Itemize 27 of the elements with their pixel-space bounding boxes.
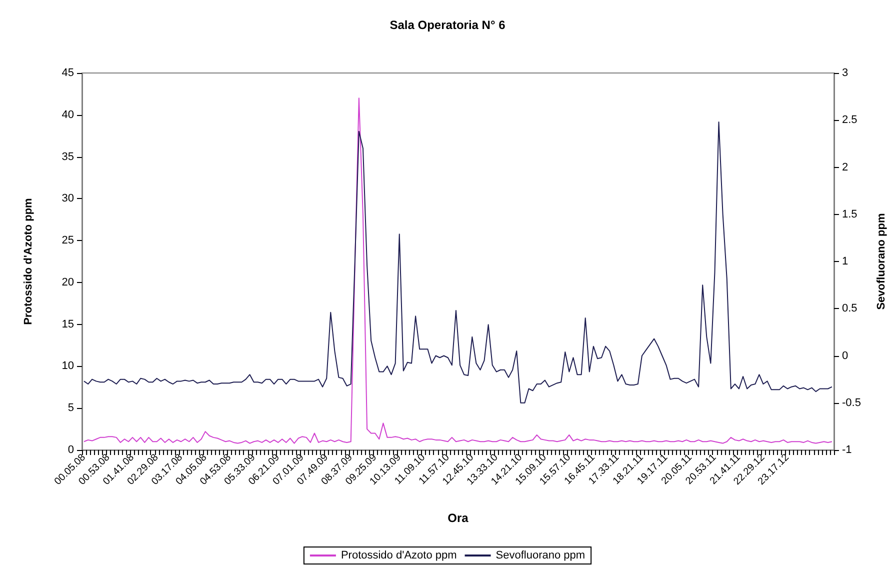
- legend-label: Protossido d'Azoto ppm: [340, 550, 457, 562]
- y-tick-label: 15: [62, 318, 74, 330]
- y-tick-label: 10: [62, 360, 74, 372]
- y2-tick-label: 2: [842, 161, 848, 174]
- y2-tick-label: 1.5: [842, 208, 858, 220]
- y-tick-label: 5: [68, 402, 74, 414]
- x-axis-title: Ora: [448, 511, 469, 525]
- line-series: [84, 98, 832, 444]
- y-tick-label: 25: [62, 234, 74, 247]
- y2-axis-title: Sevofluorano ppm: [876, 213, 888, 310]
- y2-tick-label: 0.5: [842, 302, 858, 315]
- y2-tick-label: -1: [842, 444, 852, 456]
- y2-tick-label: 2.5: [842, 114, 858, 126]
- y2-tick-label: -0.5: [842, 396, 861, 409]
- y-axis-title: Protossido d'Azoto ppm: [22, 198, 34, 325]
- y-tick-label: 45: [62, 67, 74, 79]
- y-tick-label: 0: [68, 444, 74, 456]
- y-tick-label: 20: [62, 276, 74, 288]
- y2-tick-label: 3: [842, 67, 848, 79]
- y-tick-label: 30: [62, 192, 74, 205]
- chart-title: Sala Operatoria N° 6: [390, 18, 506, 32]
- y2-tick-label: 1: [842, 256, 848, 268]
- y-tick-label: 35: [62, 150, 74, 163]
- y2-tick-label: 0: [842, 350, 848, 362]
- y-tick-label: 40: [62, 108, 74, 121]
- line-series: [84, 122, 832, 404]
- legend-label: Sevofluorano ppm: [496, 550, 586, 562]
